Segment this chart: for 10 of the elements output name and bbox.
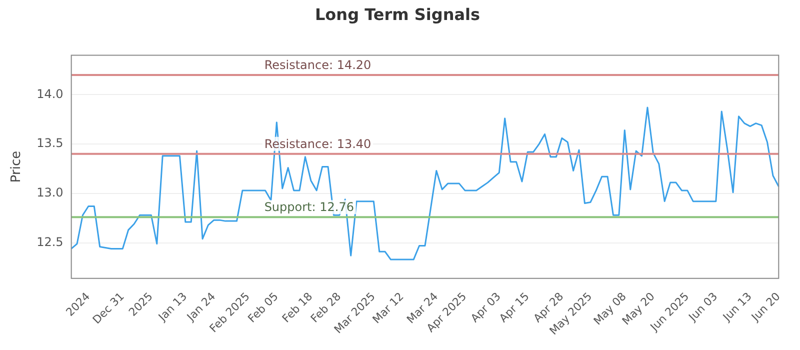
x-tick-label: Dec 31 [90, 290, 127, 327]
y-axis-title: Price [9, 150, 24, 183]
y-tick-label: 13.5 [36, 136, 64, 150]
ref-line-label: Support: 12.76 [264, 200, 354, 214]
y-tick-label: 14.0 [36, 86, 64, 101]
chart-title: Long Term Signals [314, 4, 480, 24]
ref-line-label: Resistance: 14.20 [264, 58, 372, 72]
ref-line-label: Resistance: 13.40 [264, 137, 372, 152]
y-tick-label: 13.0 [36, 186, 64, 200]
y-tick-label: 12.5 [36, 234, 64, 249]
